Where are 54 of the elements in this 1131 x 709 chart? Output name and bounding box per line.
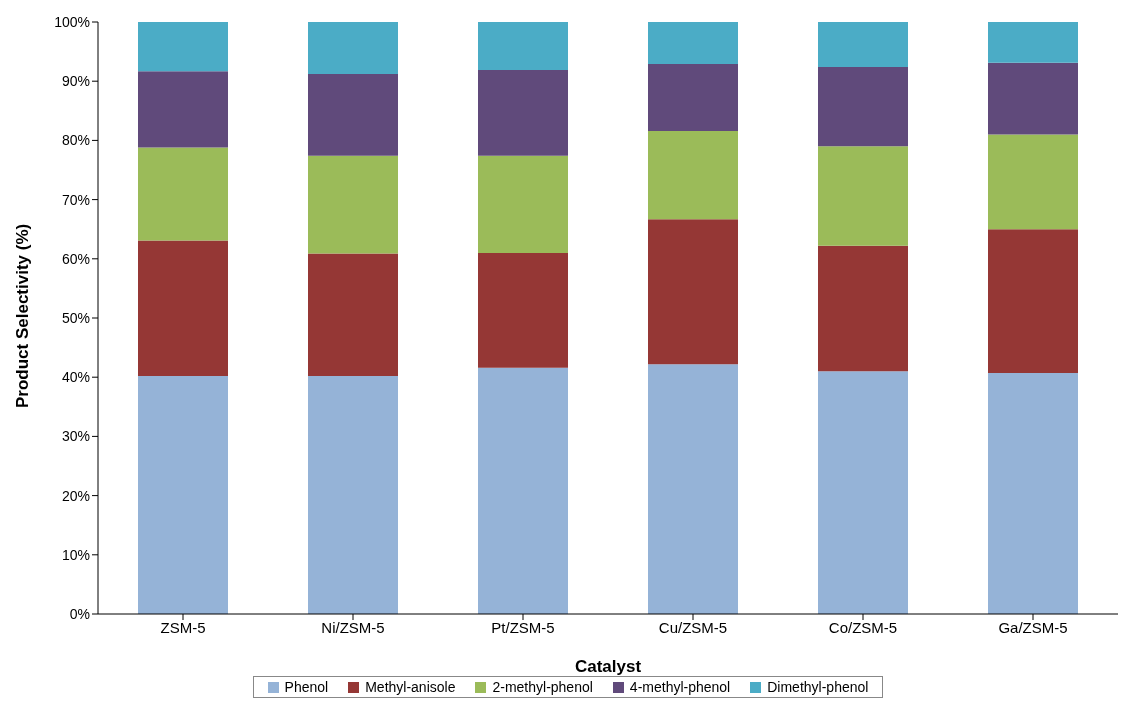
bar (818, 22, 908, 67)
bar (648, 219, 738, 365)
bar (308, 22, 398, 75)
y-tick-label: 20% (61, 487, 90, 504)
legend-label: 4-methyl-phenol (628, 679, 731, 695)
bar (478, 22, 568, 70)
bar (138, 147, 228, 241)
bar (308, 74, 398, 156)
bar (648, 364, 738, 614)
bar (308, 155, 398, 254)
legend-label: Methyl-anisole (364, 679, 456, 695)
y-tick-label: 10% (61, 546, 90, 563)
y-tick-label: 50% (61, 309, 90, 326)
bar (478, 367, 568, 614)
bar (308, 253, 398, 377)
bar (478, 252, 568, 368)
y-tick-label: 80% (61, 132, 90, 149)
x-tick-label: Co/ZSM-5 (828, 618, 898, 636)
bar (478, 69, 568, 156)
x-axis-title: Catalyst (574, 657, 642, 676)
bar (138, 71, 228, 148)
y-tick-label: 0% (69, 605, 90, 622)
bar (818, 371, 908, 614)
y-tick-label: 70% (61, 191, 90, 208)
bar (648, 64, 738, 131)
bar (818, 66, 908, 147)
bar (478, 155, 568, 253)
y-tick-label: 100% (54, 13, 90, 30)
y-tick-label: 90% (61, 73, 90, 90)
x-tick-label: Pt/ZSM-5 (491, 618, 555, 636)
y-tick-label: 40% (61, 369, 90, 386)
bar (988, 229, 1078, 374)
y-axis-title: Product Selectivity (%) (13, 223, 33, 408)
legend-label: Dimethyl-phenol (766, 679, 869, 695)
bar (818, 146, 908, 246)
bar (138, 22, 228, 72)
bar (818, 245, 908, 372)
x-tick-label: Ga/ZSM-5 (998, 618, 1068, 636)
bar (988, 373, 1078, 614)
bar (648, 130, 738, 220)
legend-label: 2-methyl-phenol (491, 679, 593, 695)
y-tick-label: 30% (61, 428, 90, 445)
y-tick-label: 60% (61, 250, 90, 267)
bar (988, 134, 1078, 230)
bar (648, 22, 738, 65)
x-tick-label: ZSM-5 (160, 618, 206, 636)
x-tick-label: Cu/ZSM-5 (658, 618, 728, 636)
bar (308, 376, 398, 614)
bar (988, 62, 1078, 135)
bar (138, 240, 228, 377)
bar (988, 22, 1078, 63)
x-tick-label: Ni/ZSM-5 (321, 618, 385, 636)
legend-label: Phenol (283, 679, 329, 695)
bar (138, 376, 228, 614)
